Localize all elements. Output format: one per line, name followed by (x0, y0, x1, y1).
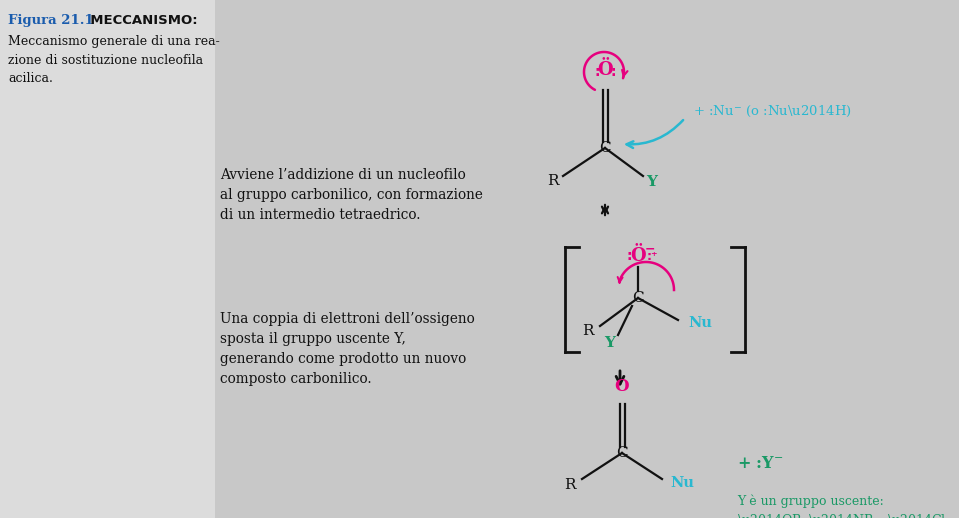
Text: Y: Y (646, 175, 658, 189)
Text: R: R (582, 324, 594, 338)
Text: −: − (645, 242, 656, 255)
Text: :: : (626, 249, 632, 263)
Text: + :Nu$^{-}$ (o :Nu\u2014H): + :Nu$^{-}$ (o :Nu\u2014H) (693, 104, 852, 119)
Text: C: C (599, 141, 611, 155)
Text: O: O (615, 378, 629, 395)
Text: Una coppia di elettroni dell’ossigeno
sposta il gruppo uscente Y,
generando come: Una coppia di elettroni dell’ossigeno sp… (220, 312, 475, 386)
Text: Ö: Ö (630, 247, 645, 265)
Text: Y: Y (604, 336, 616, 350)
Text: :: : (595, 65, 599, 79)
Text: :: : (610, 65, 616, 79)
Text: R: R (564, 478, 575, 492)
Text: :⁺: :⁺ (647, 250, 659, 263)
Text: Meccanismo generale di una rea-
zione di sostituzione nucleofila
acilica.: Meccanismo generale di una rea- zione di… (8, 35, 220, 85)
Text: C: C (632, 291, 643, 305)
Text: MECCANISMO:: MECCANISMO: (81, 14, 198, 27)
Text: Ö: Ö (597, 61, 613, 79)
Text: \u2014OR, \u2014NR$_2$, \u2014Cl: \u2014OR, \u2014NR$_2$, \u2014Cl (737, 513, 947, 518)
Text: Nu: Nu (688, 316, 712, 330)
Text: Y è un gruppo uscente:: Y è un gruppo uscente: (737, 495, 884, 509)
Text: R: R (548, 174, 559, 188)
Text: C: C (617, 446, 628, 460)
Text: Figura 21.1: Figura 21.1 (8, 14, 94, 27)
Text: + :Y$^{-}$: + :Y$^{-}$ (737, 454, 784, 471)
Text: Avviene l’addizione di un nucleofilo
al gruppo carbonilico, con formazione
di un: Avviene l’addizione di un nucleofilo al … (220, 168, 483, 222)
Text: Nu: Nu (670, 476, 694, 490)
Bar (0, 0, 215, 518)
